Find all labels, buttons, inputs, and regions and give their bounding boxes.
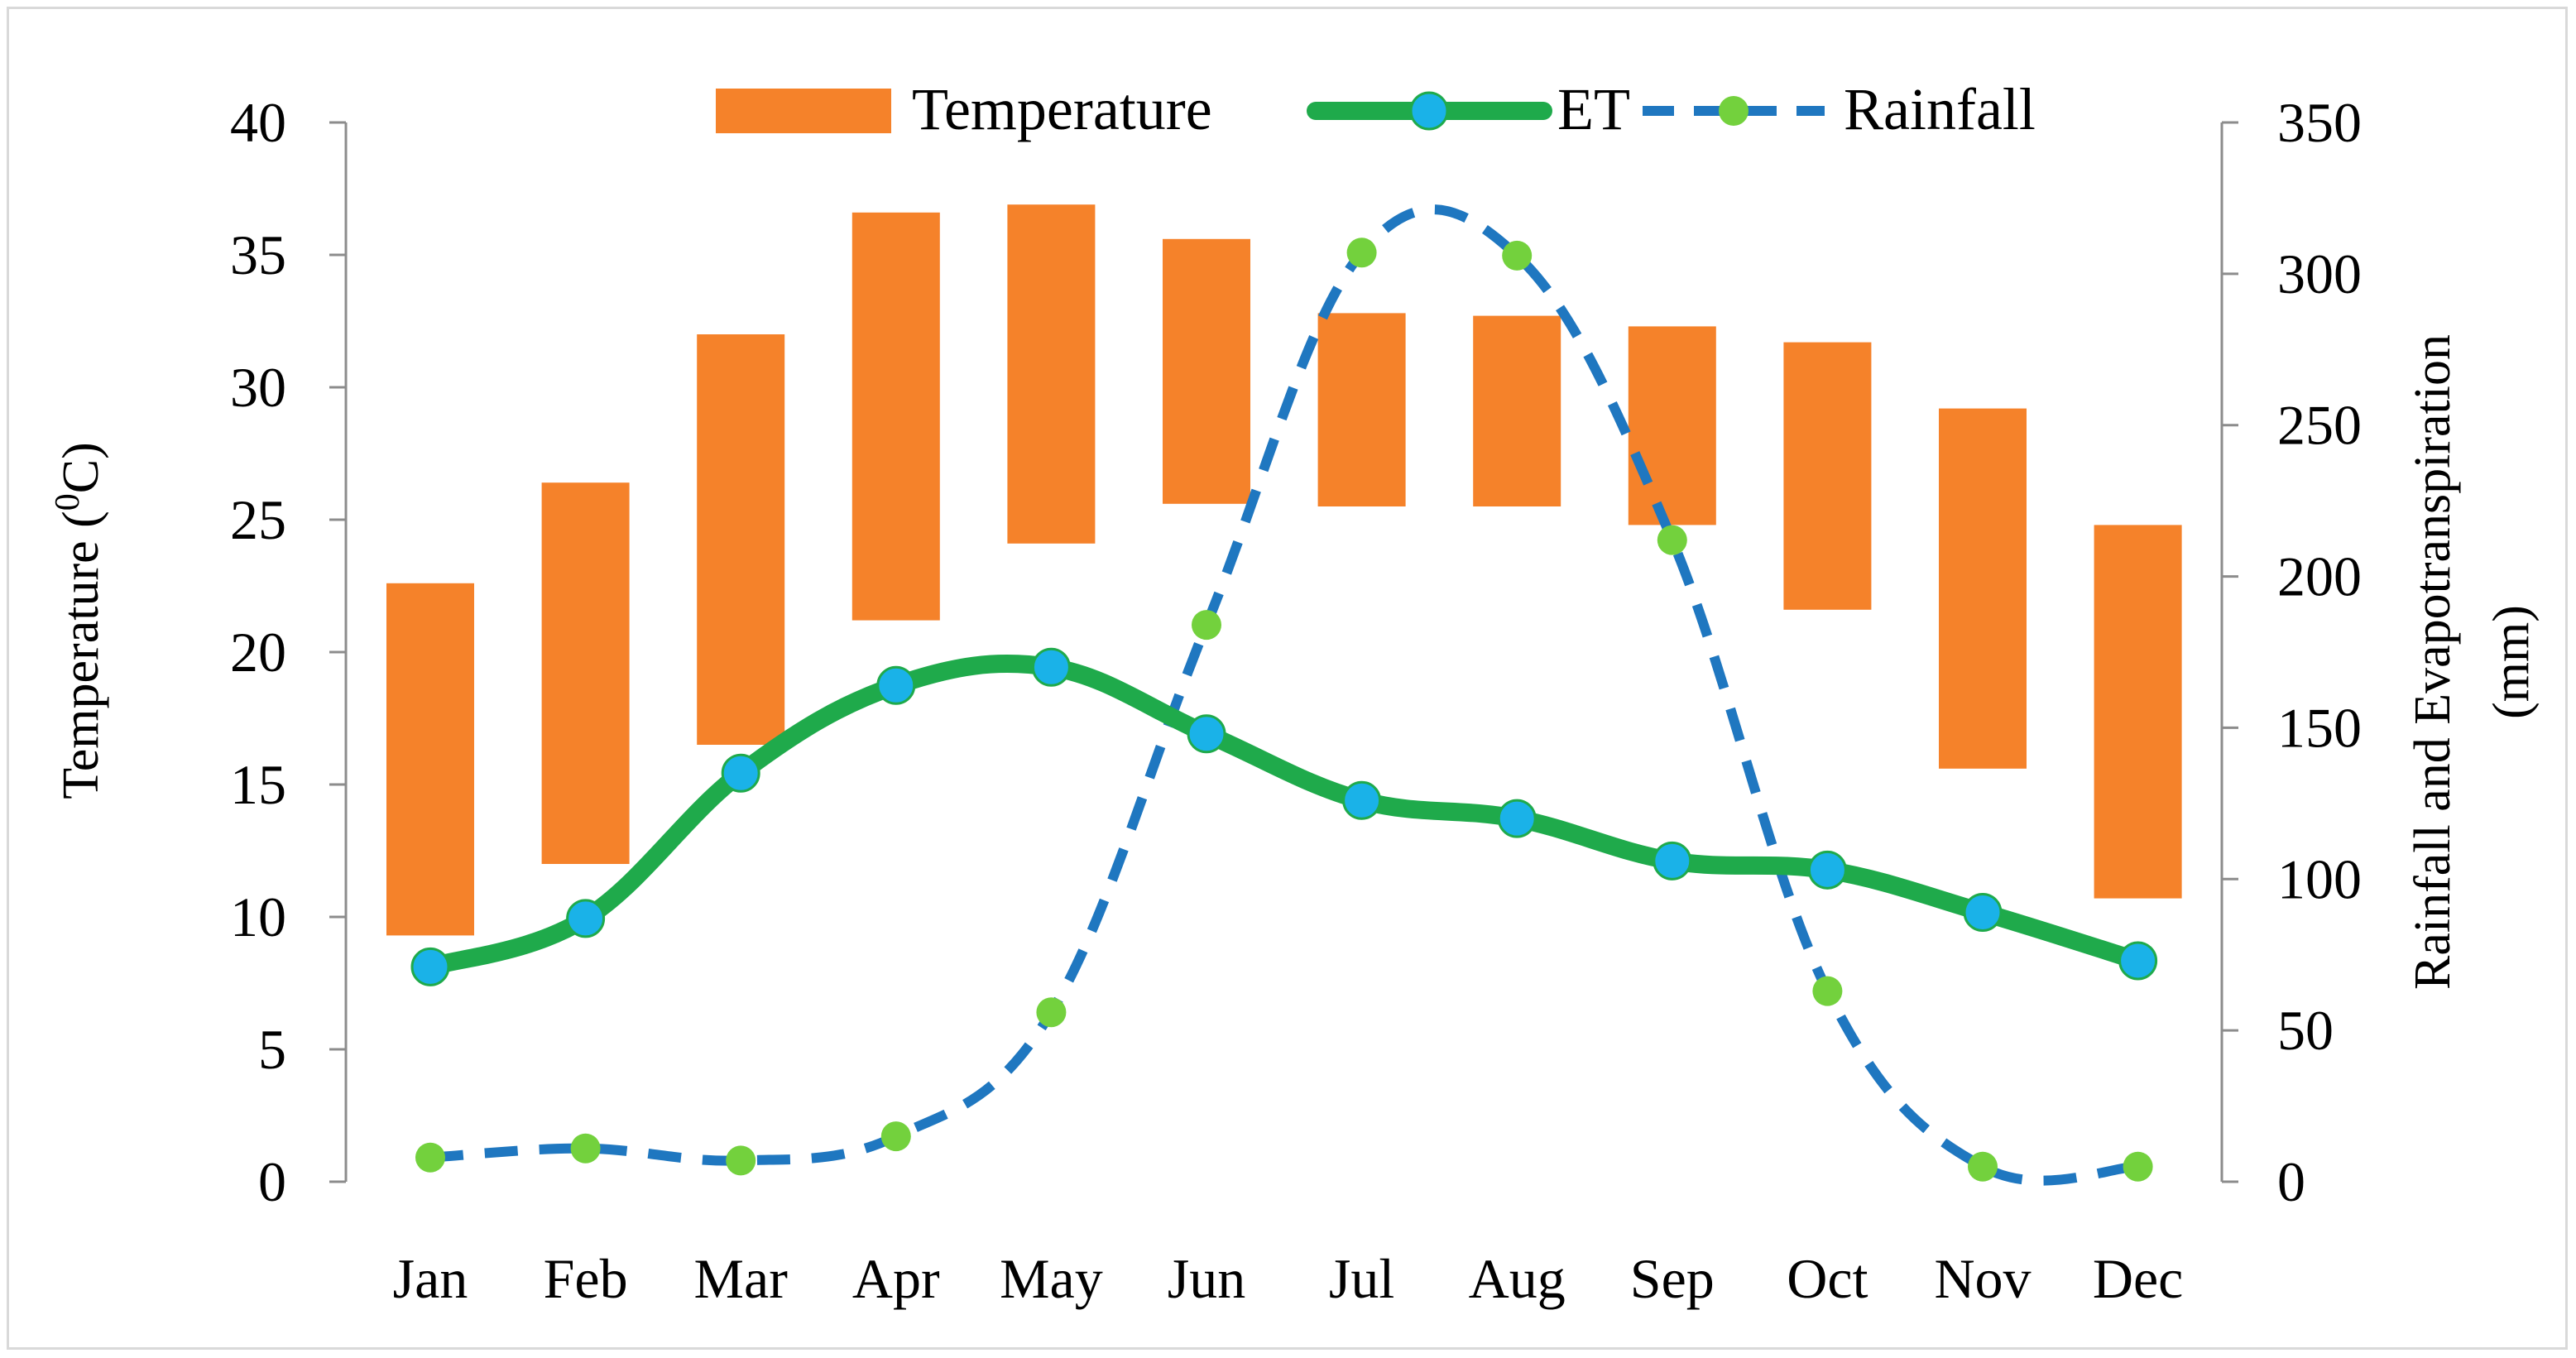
x-label-oct: Oct [1787, 1247, 1868, 1310]
x-label-jul: Jul [1329, 1247, 1394, 1310]
et-point-jan [410, 947, 450, 986]
left-tick-label-10: 10 [230, 885, 286, 948]
rainfall-series [415, 204, 2153, 1186]
right-tick-label-0: 0 [2277, 1150, 2305, 1213]
et-point-nov [1963, 893, 2003, 933]
x-label-jan: Jan [393, 1247, 468, 1310]
et-point-aug [1497, 799, 1537, 838]
rainfall-point-apr [880, 1121, 911, 1152]
temperature-bar-jan [386, 583, 474, 936]
left-tick-label-25: 25 [230, 488, 286, 551]
temperature-bar-feb [541, 482, 630, 864]
et-point-oct [1807, 850, 1847, 890]
rainfall-point-jan [415, 1142, 445, 1173]
left-tick-label-35: 35 [230, 223, 286, 286]
x-label-sep: Sep [1630, 1247, 1715, 1310]
legend-temperature-swatch [716, 89, 891, 133]
et-point-jun [1187, 714, 1226, 754]
rainfall-line [429, 204, 2138, 1186]
legend-rainfall-marker [1719, 96, 1749, 126]
rainfall-point-dec [2123, 1151, 2153, 1182]
legend: Temperature ET Rainfall [716, 76, 2036, 142]
et-point-sep [1653, 841, 1692, 881]
rainfall-point-sep [1657, 525, 1687, 555]
x-label-apr: Apr [852, 1247, 940, 1310]
x-label-feb: Feb [544, 1247, 628, 1310]
temperature-bar-mar [697, 334, 785, 745]
x-label-jun: Jun [1168, 1247, 1245, 1310]
left-axis-title: Temperature (0C) [49, 442, 109, 799]
temperature-bar-apr [851, 212, 940, 621]
right-tick-label-100: 100 [2277, 847, 2362, 910]
right-tick-label-200: 200 [2277, 545, 2362, 608]
rainfall-point-jun [1192, 610, 1221, 641]
temperature-bar-aug [1473, 315, 1561, 506]
x-label-mar: Mar [694, 1247, 789, 1310]
temperature-bar-nov [1939, 408, 2027, 769]
temperature-bar-oct [1783, 342, 1872, 610]
temperature-bar-sep [1628, 326, 1716, 525]
rainfall-point-aug [1502, 240, 1533, 271]
legend-et-label: ET [1557, 76, 1630, 142]
x-label-dec: Dec [2093, 1247, 2183, 1310]
rainfall-point-oct [1812, 976, 1843, 1006]
rainfall-point-feb [570, 1133, 601, 1164]
left-axis-ticks: 0 5 10 15 20 25 30 35 40 [230, 91, 346, 1213]
rainfall-point-nov [1968, 1151, 1998, 1182]
legend-rainfall-label: Rainfall [1844, 76, 2036, 142]
right-axis-title-line1: Rainfall and Evapotranspiration [2405, 334, 2461, 990]
et-series [410, 647, 2158, 986]
left-tick-label-15: 15 [230, 753, 286, 816]
left-tick-label-5: 5 [258, 1018, 286, 1081]
et-point-mar [721, 753, 760, 793]
left-tick-label-30: 30 [230, 356, 286, 419]
left-tick-label-40: 40 [230, 91, 286, 154]
et-point-jul [1342, 780, 1382, 820]
rainfall-point-may [1036, 997, 1067, 1028]
rainfall-point-mar [726, 1145, 756, 1176]
et-point-apr [876, 665, 916, 705]
temperature-bars [386, 204, 2182, 936]
right-tick-label-150: 150 [2277, 696, 2362, 759]
right-tick-label-350: 350 [2277, 91, 2362, 154]
legend-et-marker [1409, 91, 1449, 131]
right-tick-label-250: 250 [2277, 394, 2362, 457]
et-point-dec [2118, 941, 2158, 981]
temperature-bar-jun [1163, 238, 1250, 504]
temperature-bar-jul [1317, 313, 1406, 506]
et-line [421, 655, 2147, 977]
x-label-nov: Nov [1934, 1247, 2031, 1310]
et-point-may [1031, 647, 1071, 687]
left-tick-label-0: 0 [258, 1150, 286, 1213]
left-tick-label-20: 20 [230, 621, 286, 684]
right-tick-label-300: 300 [2277, 242, 2362, 305]
right-axis-title-line2: (mm) [2483, 605, 2540, 719]
temperature-bar-dec [2094, 525, 2182, 899]
x-axis-labels: Jan Feb Mar Apr May Jun Jul Aug Sep Oct Nov Dec [393, 1247, 2184, 1310]
right-tick-label-50: 50 [2277, 999, 2334, 1062]
right-axis-ticks: 0 50 100 150 200 250 300 350 [2222, 91, 2362, 1213]
temperature-bar-may [1007, 204, 1096, 544]
x-label-may: May [1000, 1247, 1103, 1310]
x-label-aug: Aug [1469, 1247, 1566, 1310]
et-point-feb [566, 899, 606, 938]
rainfall-point-jul [1346, 238, 1377, 268]
legend-temperature-label: Temperature [912, 76, 1212, 142]
